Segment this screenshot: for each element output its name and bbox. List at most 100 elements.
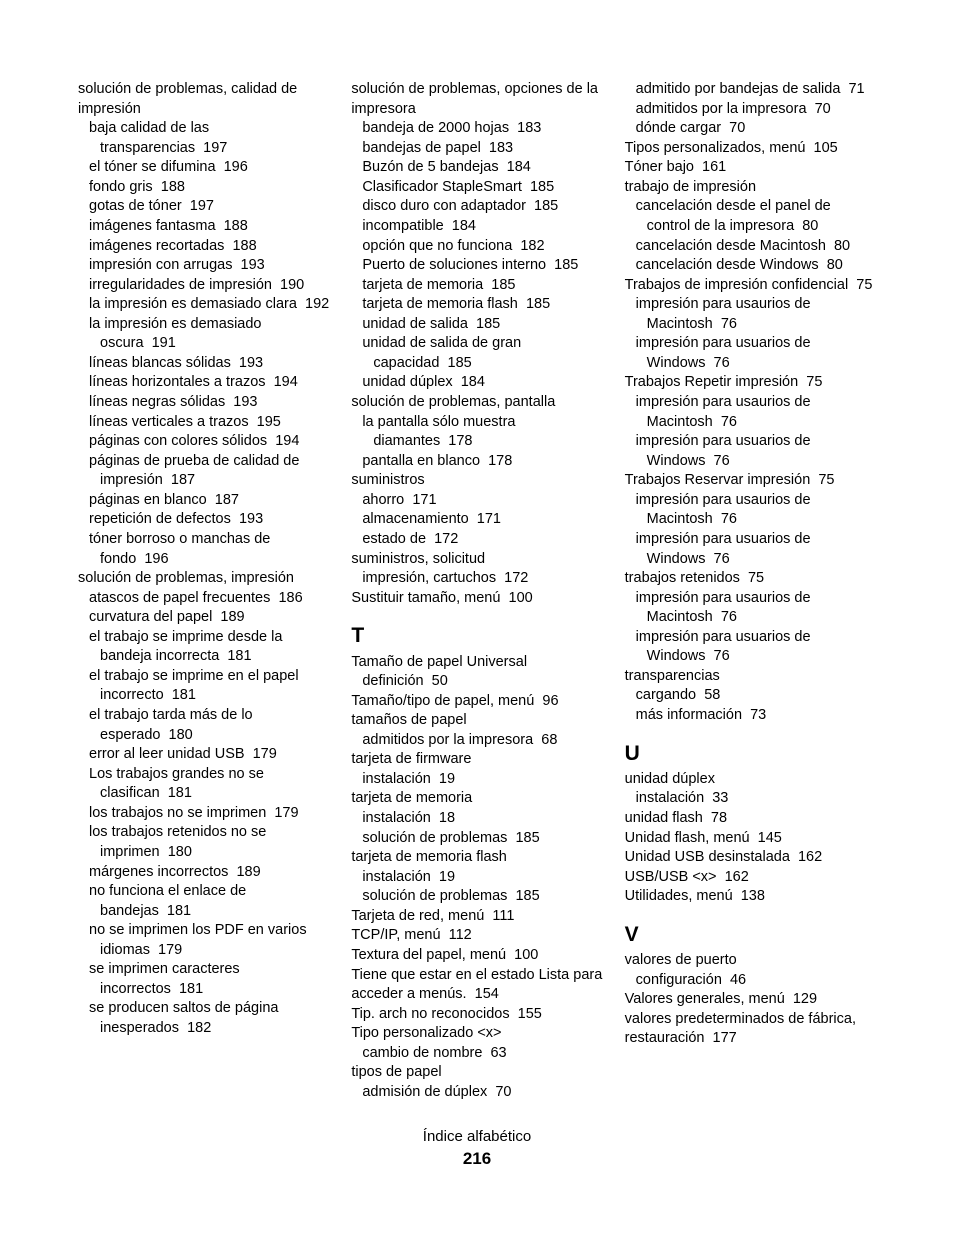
index-page-ref: 185: [476, 316, 500, 332]
index-entry: el trabajo se imprime desde la bandeja i…: [78, 628, 329, 667]
index-page-ref: 96: [542, 693, 558, 709]
index-entry: instalación 19: [351, 868, 602, 888]
index-entry: Tamaño de papel Universal: [351, 653, 602, 673]
index-page-ref: 193: [233, 394, 257, 410]
index-entry: impresión con arrugas 193: [78, 256, 329, 276]
index-page-ref: 76: [721, 609, 737, 625]
index-entry: Tamaño/tipo de papel, menú 96: [351, 692, 602, 712]
index-entry: repetición de defectos 193: [78, 510, 329, 530]
index-page-ref: 76: [714, 355, 730, 371]
column-3: admitido por bandejas de salida 71admiti…: [625, 80, 876, 1102]
index-entry: Textura del papel, menú 100: [351, 946, 602, 966]
index-entry: Trabajos de impresión confidencial 75: [625, 276, 876, 296]
index-page-ref: 75: [856, 277, 872, 293]
index-entry: Utilidades, menú 138: [625, 887, 876, 907]
index-entry: la impresión es demasiado oscura 191: [78, 315, 329, 354]
index-page-ref: 188: [224, 218, 248, 234]
index-entry: páginas de prueba de calidad de impresió…: [78, 452, 329, 491]
index-page-ref: 181: [179, 981, 203, 997]
index-entry: imágenes fantasma 188: [78, 217, 329, 237]
index-page-ref: 63: [490, 1045, 506, 1061]
index-page-ref: 73: [750, 707, 766, 723]
index-page-ref: 68: [541, 732, 557, 748]
index-page: solución de problemas, calidad de impres…: [0, 0, 954, 1209]
index-page-ref: 100: [514, 947, 538, 963]
index-page-ref: 70: [495, 1084, 511, 1100]
index-entry: unidad dúplex: [625, 770, 876, 790]
index-page-ref: 182: [520, 238, 544, 254]
index-entry: impresión para usuarios de Windows 76: [625, 334, 876, 373]
index-page-ref: 184: [461, 374, 485, 390]
index-page-ref: 188: [161, 179, 185, 195]
index-page-ref: 145: [758, 830, 782, 846]
index-page-ref: 71: [848, 81, 864, 97]
index-entry: Tiene que estar en el estado Lista para …: [351, 966, 602, 1005]
index-page-ref: 192: [305, 296, 329, 312]
index-page-ref: 195: [257, 414, 281, 430]
index-entry: estado de 172: [351, 530, 602, 550]
index-entry: cancelación desde Macintosh 80: [625, 237, 876, 257]
column-1: solución de problemas, calidad de impres…: [78, 80, 329, 1102]
index-entry: Los trabajos grandes no se clasifican 18…: [78, 765, 329, 804]
index-entry: transparencias: [625, 667, 876, 687]
index-page-ref: 75: [818, 472, 834, 488]
index-page-ref: 184: [452, 218, 476, 234]
index-page-ref: 161: [702, 159, 726, 175]
index-entry: bandejas de papel 183: [351, 139, 602, 159]
page-footer: Índice alfabético 216: [78, 1128, 876, 1169]
index-page-ref: 197: [203, 140, 227, 156]
index-entry: USB/USB <x> 162: [625, 868, 876, 888]
index-page-ref: 80: [827, 257, 843, 273]
index-page-ref: 154: [475, 986, 499, 1002]
index-page-ref: 162: [725, 869, 749, 885]
index-entry: tóner borroso o manchas de fondo 196: [78, 530, 329, 569]
index-entry: márgenes incorrectos 189: [78, 863, 329, 883]
index-page-ref: 172: [434, 531, 458, 547]
index-entry: imágenes recortadas 188: [78, 237, 329, 257]
index-entry: tarjeta de memoria: [351, 789, 602, 809]
index-entry: gotas de tóner 197: [78, 197, 329, 217]
index-page-ref: 181: [227, 648, 251, 664]
index-entry: Clasificador StapleSmart 185: [351, 178, 602, 198]
index-page-ref: 180: [169, 727, 193, 743]
index-page-ref: 19: [439, 771, 455, 787]
index-page-ref: 185: [534, 198, 558, 214]
index-entry: impresión para usaurios de Macintosh 76: [625, 491, 876, 530]
index-page-ref: 180: [168, 844, 192, 860]
index-entry: admisión de dúplex 70: [351, 1083, 602, 1103]
index-entry: Unidad USB desinstalada 162: [625, 848, 876, 868]
index-entry: líneas horizontales a trazos 194: [78, 373, 329, 393]
index-entry: impresión para usaurios de Macintosh 76: [625, 393, 876, 432]
index-entry: error al leer unidad USB 179: [78, 745, 329, 765]
footer-title: Índice alfabético: [78, 1128, 876, 1145]
index-page-ref: 162: [798, 849, 822, 865]
index-entry: líneas negras sólidas 193: [78, 393, 329, 413]
index-entry: no funciona el enlace de bandejas 181: [78, 882, 329, 921]
index-entry: tarjeta de firmware: [351, 750, 602, 770]
index-entry: instalación 19: [351, 770, 602, 790]
index-page-ref: 181: [167, 903, 191, 919]
index-entry: TCP/IP, menú 112: [351, 926, 602, 946]
index-page-ref: 171: [412, 492, 436, 508]
index-entry: solución de problemas 185: [351, 887, 602, 907]
index-page-ref: 105: [814, 140, 838, 156]
index-page-ref: 177: [713, 1030, 737, 1046]
index-entry: más información 73: [625, 706, 876, 726]
index-page-ref: 179: [253, 746, 277, 762]
index-entry: ahorro 171: [351, 491, 602, 511]
index-entry: disco duro con adaptador 185: [351, 197, 602, 217]
index-entry: fondo gris 188: [78, 178, 329, 198]
index-entry: el trabajo se imprime en el papel incorr…: [78, 667, 329, 706]
index-entry: se imprimen caracteres incorrectos 181: [78, 960, 329, 999]
index-entry: unidad flash 78: [625, 809, 876, 829]
index-page-ref: 129: [793, 991, 817, 1007]
index-entry: líneas verticales a trazos 195: [78, 413, 329, 433]
index-page-ref: 187: [215, 492, 239, 508]
index-entry: la impresión es demasiado clara 192: [78, 295, 329, 315]
index-page-ref: 185: [530, 179, 554, 195]
index-page-ref: 185: [448, 355, 472, 371]
index-entry: admitidos por la impresora 70: [625, 100, 876, 120]
index-page-ref: 112: [449, 927, 472, 943]
index-page-ref: 18: [439, 810, 455, 826]
index-entry: definición 50: [351, 672, 602, 692]
